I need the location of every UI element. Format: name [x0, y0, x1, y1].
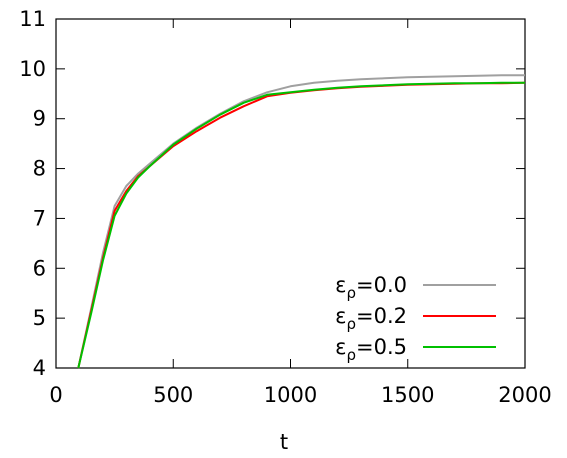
legend-entry-label: ερ=0.0 [335, 273, 407, 302]
y-tick-label: 4 [33, 356, 46, 380]
series-lines [77, 74, 526, 369]
x-tick-label: 0 [49, 383, 62, 407]
x-tick-label: 1500 [381, 383, 434, 407]
y-tick-label: 11 [19, 7, 46, 31]
legend-value: =0.2 [356, 304, 407, 328]
series-line-1 [77, 81, 526, 369]
legend-entry-label: ερ=0.5 [335, 335, 407, 364]
y-tick-label: 7 [33, 206, 46, 230]
x-tick-label: 2000 [498, 383, 551, 407]
x-tick-label: 1000 [264, 383, 317, 407]
legend-symbol: ε [335, 304, 346, 328]
legend-value: =0.5 [356, 335, 407, 359]
legend-subscript: ρ [346, 346, 356, 364]
legend: ερ=0.0ερ=0.2ερ=0.5 [335, 273, 496, 364]
y-tick-label: 8 [33, 157, 46, 181]
y-tick-label: 9 [33, 107, 46, 131]
legend-symbol: ε [335, 273, 346, 297]
legend-subscript: ρ [346, 315, 356, 333]
legend-subscript: ρ [346, 284, 356, 302]
x-axis-ticks: 0 500 1000 1500 2000 [49, 19, 552, 407]
y-tick-label: 5 [33, 306, 46, 330]
y-tick-label: 10 [19, 57, 46, 81]
series-line-0 [77, 74, 525, 369]
y-axis-ticks: 4 5 6 7 8 9 10 11 [19, 7, 525, 380]
x-axis-label: t [280, 430, 288, 454]
x-tick-label: 500 [153, 383, 193, 407]
y-tick-label: 6 [33, 256, 46, 280]
legend-entry-label: ερ=0.2 [335, 304, 407, 333]
series-line-2 [77, 81, 525, 369]
legend-value: =0.0 [356, 273, 407, 297]
legend-symbol: ε [335, 335, 346, 359]
